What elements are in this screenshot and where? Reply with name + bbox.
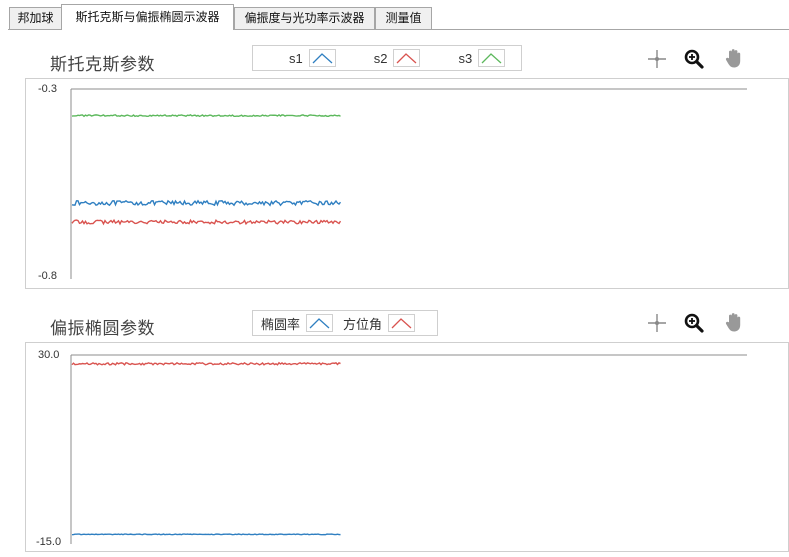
line-swatch-icon xyxy=(308,49,336,67)
line-swatch-icon xyxy=(393,49,421,67)
legend-item-s1[interactable]: s1 xyxy=(289,49,336,67)
pan-hand-icon[interactable] xyxy=(723,47,745,69)
legend-label: s2 xyxy=(373,50,388,66)
y-axis-min-label: -0.8 xyxy=(38,270,57,282)
tab-measurements[interactable]: 测量值 xyxy=(375,7,432,29)
legend-label: s1 xyxy=(289,50,303,66)
pan-hand-icon[interactable] xyxy=(723,311,745,333)
zoom-icon[interactable] xyxy=(683,312,705,334)
series-line-1 xyxy=(71,533,341,536)
ellipse-plot[interactable]: 30.0 -15.0 xyxy=(25,342,789,552)
tab-bar-divider xyxy=(8,29,789,30)
ellipse-plot-canvas xyxy=(70,354,747,544)
line-swatch-icon xyxy=(478,49,506,67)
series-line-1 xyxy=(71,199,342,207)
stokes-panel-title: 斯托克斯参数 xyxy=(50,55,155,74)
stokes-plot[interactable]: -0.3 -0.8 xyxy=(25,78,789,289)
series-line-3 xyxy=(71,113,341,118)
tab-stokes-ellipse-scope[interactable]: 斯托克斯与偏振椭圆示波器 xyxy=(61,4,234,30)
legend-label: 方位角 xyxy=(343,316,383,332)
tab-poincare-sphere[interactable]: 邦加球 xyxy=(9,7,62,29)
stokes-legend: s1 s2 s3 xyxy=(252,45,522,71)
stokes-plot-canvas xyxy=(70,88,747,279)
legend-label: s3 xyxy=(458,50,473,66)
series-line-2 xyxy=(71,218,342,226)
legend-item-s2[interactable]: s2 xyxy=(374,49,421,67)
line-swatch-icon xyxy=(306,314,334,332)
series-line-2 xyxy=(71,361,341,366)
line-swatch-icon xyxy=(388,314,416,332)
tab-dop-power-scope[interactable]: 偏振度与光功率示波器 xyxy=(234,7,375,29)
y-axis-min-label: -15.0 xyxy=(36,536,62,548)
legend-label: 椭圆率 xyxy=(261,316,301,332)
zoom-icon[interactable] xyxy=(683,48,705,70)
crosshair-icon[interactable] xyxy=(646,312,668,334)
y-axis-max-label: 30.0 xyxy=(38,349,60,361)
tab-bar: 邦加球 斯托克斯与偏振椭圆示波器 偏振度与光功率示波器 测量值 xyxy=(0,0,789,31)
legend-item-azimuth[interactable]: 方位角 xyxy=(343,314,416,333)
ellipse-legend: 椭圆率 方位角 xyxy=(252,310,438,336)
ellipse-panel-title: 偏振椭圆参数 xyxy=(50,319,155,338)
y-axis-max-label: -0.3 xyxy=(38,83,57,95)
legend-item-ellipticity[interactable]: 椭圆率 xyxy=(261,314,334,333)
crosshair-icon[interactable] xyxy=(646,48,668,70)
legend-item-s3[interactable]: s3 xyxy=(458,49,506,67)
